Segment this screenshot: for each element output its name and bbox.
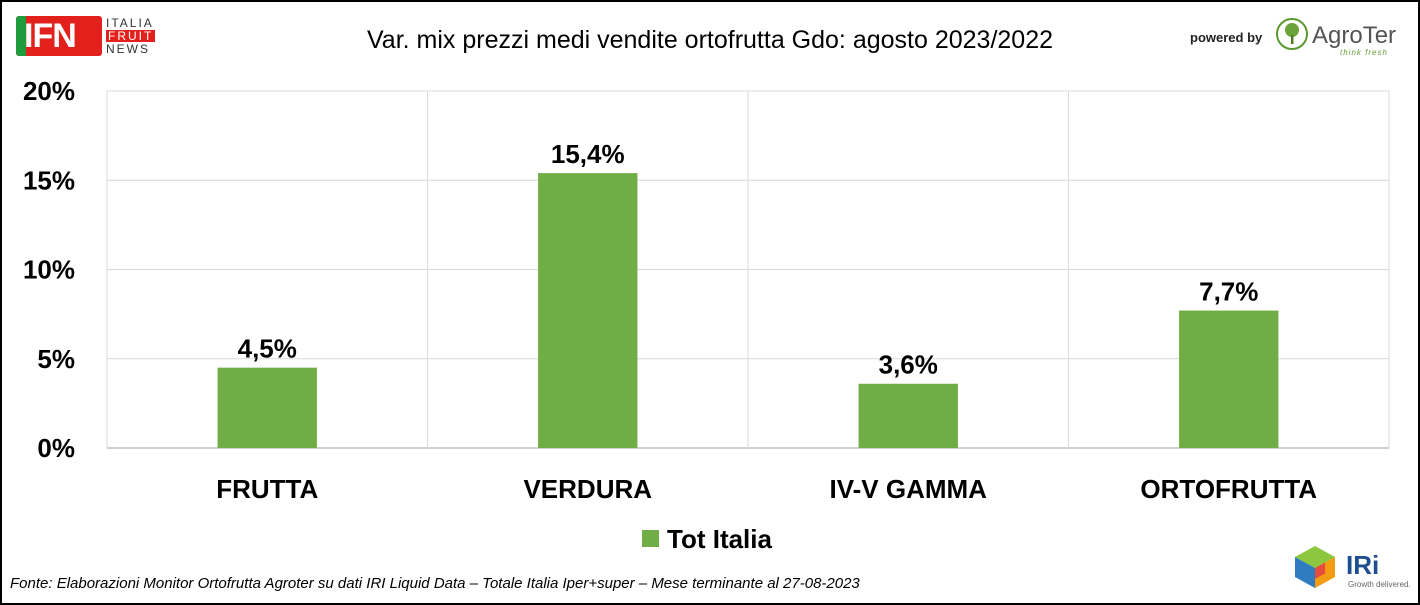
agroter-logo-tagline: think fresh bbox=[1340, 48, 1388, 57]
labels-layer: 0% 5% 10% 15% 20% 4,5% FRUTTA 15,4% VERDURA 3,6% I… bbox=[23, 76, 1317, 504]
ifn-logo-letters: IFN bbox=[24, 17, 77, 55]
bar bbox=[217, 367, 317, 448]
legend: Tot Italia bbox=[642, 524, 773, 554]
ifn-logo-box: IFN bbox=[16, 16, 102, 56]
bar bbox=[1179, 310, 1279, 448]
data-label: 7,7% bbox=[1199, 277, 1258, 307]
chart-title: Var. mix prezzi medi vendite ortofrutta … bbox=[366, 26, 1054, 54]
iri-logo-name: IRi bbox=[1346, 550, 1380, 580]
source-note: Fonte: Elaborazioni Monitor Ortofrutta A… bbox=[10, 575, 860, 592]
ifn-logo-line3: NEWS bbox=[106, 42, 150, 56]
ifn-logo: IFN ITALIA FRUIT NEWS bbox=[16, 16, 166, 58]
grid-layer bbox=[106, 90, 1390, 449]
y-tick-label: 15% bbox=[23, 165, 75, 195]
data-label: 3,6% bbox=[879, 350, 938, 380]
y-tick-label: 0% bbox=[37, 433, 75, 463]
legend-label: Tot Italia bbox=[667, 524, 773, 554]
y-tick-label: 20% bbox=[23, 76, 75, 106]
x-tick-label: FRUTTA bbox=[216, 474, 318, 504]
bars-layer bbox=[217, 173, 1279, 449]
x-tick-label: VERDURA bbox=[523, 474, 652, 504]
ifn-logo-line1: ITALIA bbox=[106, 16, 154, 30]
legend-swatch bbox=[642, 530, 659, 547]
data-label: 4,5% bbox=[238, 334, 297, 364]
bar bbox=[538, 173, 638, 449]
iri-logo-tagline: Growth delivered. bbox=[1348, 580, 1411, 589]
iri-cube-icon bbox=[1295, 546, 1335, 588]
agroter-tree-icon bbox=[1276, 18, 1308, 50]
bar bbox=[858, 383, 958, 448]
agroter-logo-name: AgroTer bbox=[1312, 22, 1397, 49]
powered-by-label: powered by bbox=[1190, 30, 1263, 45]
ifn-logo-stripe bbox=[16, 16, 26, 56]
y-tick-label: 5% bbox=[37, 344, 75, 374]
ifn-logo-words: ITALIA FRUIT NEWS bbox=[106, 16, 156, 56]
data-label: 15,4% bbox=[551, 139, 625, 169]
ifn-logo-line2: FRUIT bbox=[106, 29, 156, 43]
y-tick-label: 10% bbox=[23, 255, 75, 285]
x-tick-label: ORTOFRUTTA bbox=[1140, 474, 1317, 504]
x-tick-label: IV-V GAMMA bbox=[830, 474, 988, 504]
